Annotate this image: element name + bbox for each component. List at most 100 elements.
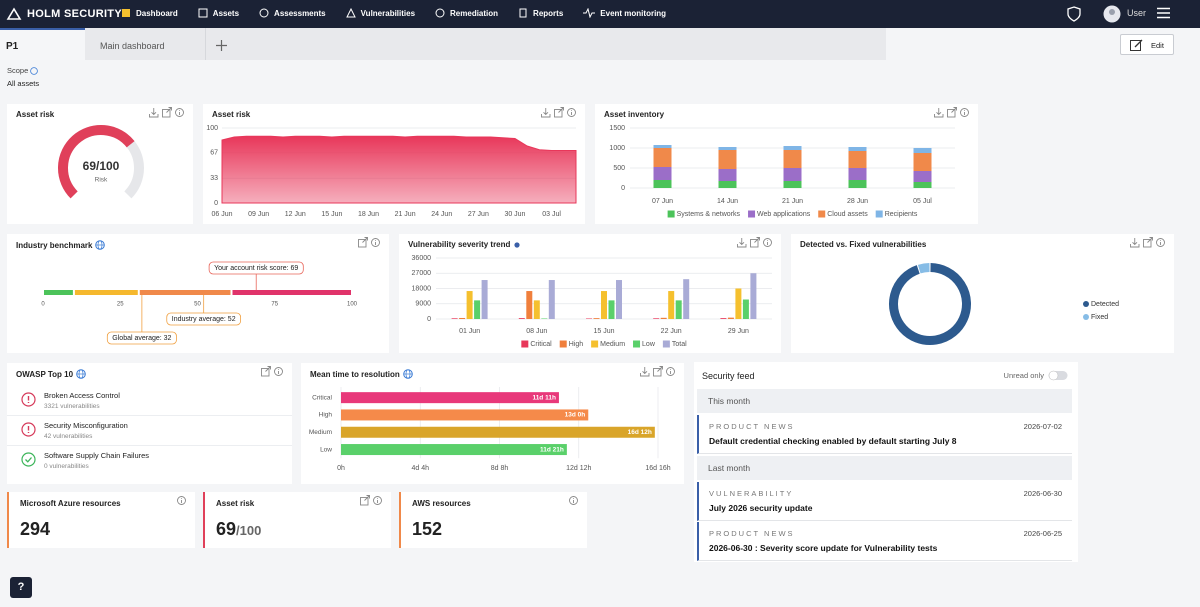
dl-icon[interactable]: [541, 108, 551, 118]
legend-label: Medium: [600, 341, 625, 348]
info-icon[interactable]: [666, 367, 675, 376]
gauge-value-label: 69/100: [83, 159, 120, 173]
open-icon[interactable]: [653, 366, 663, 377]
dl-icon[interactable]: [934, 108, 944, 118]
y-tick-label: 9000: [415, 301, 431, 308]
icon-shape: [657, 366, 663, 372]
area: [221, 135, 577, 204]
bar-segment: [783, 168, 802, 181]
feed-item[interactable]: PRODUCT NEWS 2026-07-02 Default credential…: [697, 415, 1072, 454]
feed-item[interactable]: PRODUCT NEWS 2026-06-25 2026-06-30 : Sever…: [697, 522, 1072, 561]
nav-icon: [583, 8, 596, 18]
toggle[interactable]: [1048, 370, 1068, 381]
info-icon[interactable]: [175, 108, 184, 117]
tile-title: AWS resources: [412, 499, 471, 508]
marker-box: Your account risk score: 69: [208, 261, 304, 275]
avatar[interactable]: [1103, 5, 1121, 23]
tab[interactable]: P1: [0, 28, 85, 60]
icon-shape: [567, 108, 576, 117]
nav-item[interactable]: Remediation: [435, 8, 498, 18]
y-tick-label: High: [319, 412, 333, 419]
owasp-item[interactable]: Security Misconfiguration 42 vulnerabilit…: [7, 415, 292, 446]
user-name[interactable]: User: [1127, 8, 1147, 18]
open-icon[interactable]: [750, 237, 760, 248]
bar: [341, 392, 559, 404]
nav-item[interactable]: Event monitoring: [583, 8, 666, 18]
open-icon[interactable]: [947, 107, 957, 118]
info-icon[interactable]: [763, 238, 772, 247]
bar-segment: [848, 151, 867, 168]
bar-segment: [848, 168, 867, 180]
bar: [341, 444, 567, 456]
y-tick-label: 18000: [412, 285, 432, 292]
legend-label: Total: [672, 341, 687, 348]
info-icon[interactable]: [274, 367, 283, 376]
y-tick-label: 33: [210, 175, 218, 182]
scope-value[interactable]: All assets: [7, 79, 40, 88]
nav-item[interactable]: Reports: [518, 8, 563, 18]
fail-icon: [21, 422, 36, 437]
info-icon[interactable]: [569, 496, 578, 505]
open-icon[interactable]: [358, 237, 368, 248]
open-icon[interactable]: [261, 366, 271, 377]
y-tick-label: Critical: [312, 394, 332, 401]
bar: [586, 318, 592, 319]
open-icon[interactable]: [162, 107, 172, 118]
card-actions: [360, 495, 382, 506]
legend-swatch: [633, 340, 641, 348]
open-icon[interactable]: [360, 495, 370, 506]
bar-segment: [783, 150, 802, 168]
item-detail: 0 vulnerabilities: [44, 463, 89, 470]
info-icon[interactable]: [177, 496, 186, 505]
legend-swatch: [1083, 314, 1089, 320]
nav-item[interactable]: Assets: [198, 8, 239, 18]
open-icon[interactable]: [1143, 237, 1153, 248]
bar-segment: [848, 147, 867, 151]
tab[interactable]: Main dashboard: [86, 28, 206, 60]
info-icon[interactable]: [567, 108, 576, 117]
menu-icon[interactable]: [1157, 7, 1170, 19]
owasp-item[interactable]: Broken Access Control 3321 vulnerabilitie…: [7, 385, 292, 416]
info-icon[interactable]: [373, 496, 382, 505]
brand[interactable]: HOLM SECURITY: [6, 7, 122, 21]
nav-menu: Dashboard Assets Assessments Vulnerabili…: [121, 8, 666, 18]
item-date: 2026-06-25: [1023, 529, 1062, 538]
nav-item[interactable]: Assessments: [259, 8, 326, 18]
card-title: Asset risk: [212, 110, 250, 119]
marker-frame: [208, 261, 304, 275]
dl-icon[interactable]: [149, 108, 159, 118]
nav-item[interactable]: Vulnerabilities: [345, 8, 415, 18]
stat-tile: Asset risk 69/100: [203, 492, 391, 548]
dl-icon[interactable]: [737, 238, 747, 248]
card-actions: [541, 107, 576, 118]
nav-label: Remediation: [450, 8, 499, 18]
nav-icon: [519, 8, 527, 18]
bar-segment: [718, 147, 737, 150]
info-icon[interactable]: [371, 238, 380, 247]
nav-item[interactable]: Dashboard: [121, 8, 178, 18]
x-tick-label: 50: [194, 302, 201, 308]
info-icon[interactable]: [960, 108, 969, 117]
card-actions: [1130, 237, 1165, 248]
feed-item[interactable]: VULNERABILITY 2026-06-30 July 2026 securit…: [697, 482, 1072, 521]
title-text: Vulnerability severity trend: [408, 240, 511, 249]
donut-segment: [889, 263, 971, 345]
y-tick-label: Medium: [309, 429, 332, 436]
value-label: 11d 11h: [532, 394, 556, 401]
edit-button[interactable]: Edit: [1120, 34, 1174, 55]
asset-risk-gauge-card: Asset risk 69/100 Risk: [7, 104, 193, 224]
icon-shape: [166, 107, 172, 113]
dl-icon[interactable]: [640, 367, 650, 377]
value-label: 11d 21h: [540, 446, 564, 453]
shield-icon[interactable]: [1067, 6, 1081, 22]
open-icon[interactable]: [554, 107, 564, 118]
info-icon[interactable]: [30, 66, 39, 75]
legend-swatch: [662, 340, 670, 348]
dl-icon[interactable]: [1130, 238, 1140, 248]
help-button[interactable]: ?: [10, 577, 32, 598]
owasp-item[interactable]: Software Supply Chain Failures 0 vulnerab…: [7, 445, 292, 475]
legend-swatch: [591, 340, 599, 348]
info-icon[interactable]: [1156, 238, 1165, 247]
add-tab[interactable]: [216, 40, 227, 51]
